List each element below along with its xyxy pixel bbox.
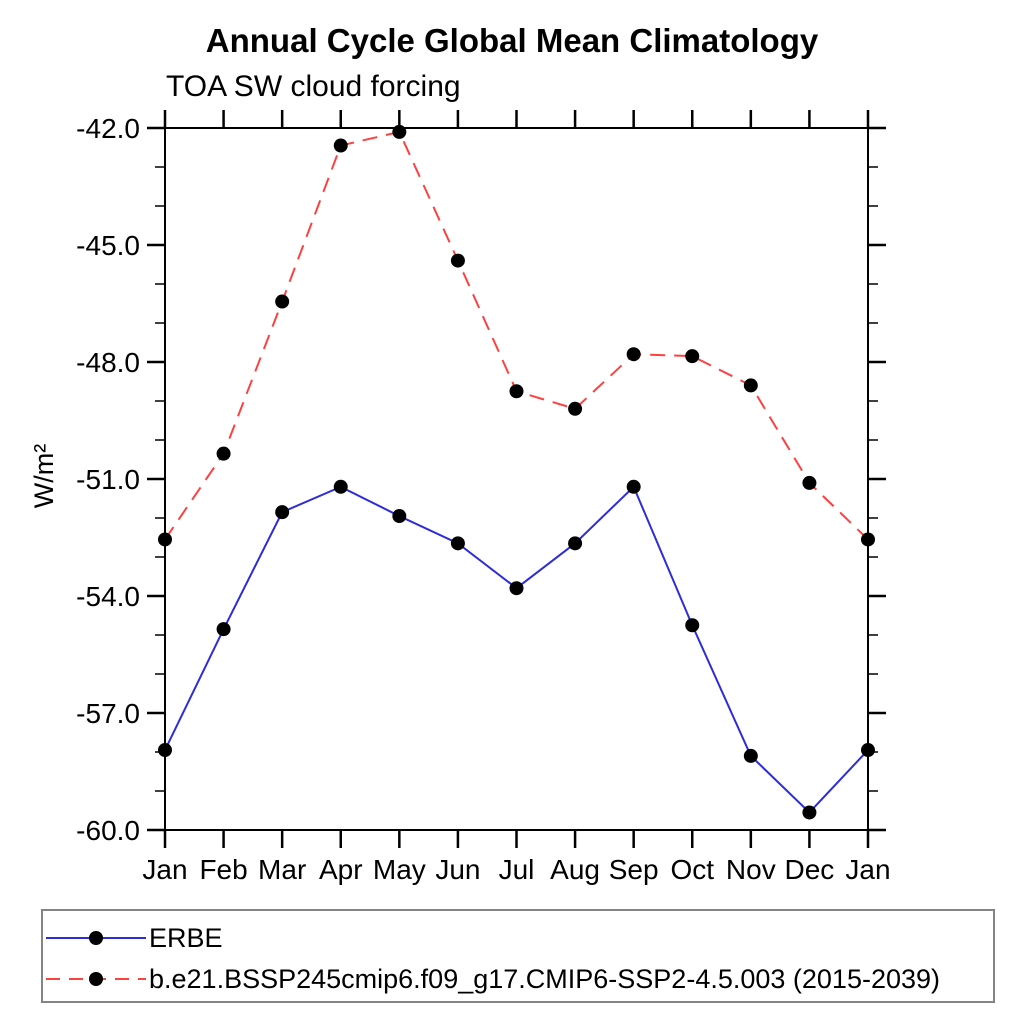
x-tick-label: Dec <box>785 854 835 885</box>
series-1-marker <box>685 349 700 364</box>
series-0-marker <box>568 536 583 551</box>
series-1-marker <box>802 475 817 490</box>
series-1-marker <box>450 253 465 268</box>
series-0-marker <box>216 622 231 637</box>
series-0-marker <box>333 479 348 494</box>
y-tick-label: -54.0 <box>76 581 140 612</box>
y-tick-label: -60.0 <box>76 815 140 846</box>
x-tick-label: Feb <box>199 854 247 885</box>
legend-line-sample <box>46 972 146 986</box>
x-tick-label: May <box>373 854 426 885</box>
series-1-marker <box>509 384 524 399</box>
series-line-1 <box>164 130 869 541</box>
legend-entry: b.e21.BSSP245cmip6.f09_g17.CMIP6-SSP2-4.… <box>43 965 993 993</box>
series-1-marker <box>861 532 875 547</box>
series-0-marker <box>802 805 817 820</box>
series-0-marker <box>275 505 290 520</box>
legend-marker <box>89 972 103 986</box>
legend-entry: ERBE <box>43 924 993 952</box>
series-1-marker <box>216 446 231 461</box>
x-tick-label: Jul <box>499 854 535 885</box>
y-tick-label: -42.0 <box>76 113 140 144</box>
y-tick-label: -57.0 <box>76 698 140 729</box>
series-1-marker <box>158 532 172 547</box>
x-tick-label: Jan <box>142 854 187 885</box>
y-tick-label: -48.0 <box>76 347 140 378</box>
x-tick-label: Mar <box>258 854 306 885</box>
legend-box: ERBE b.e21.BSSP245cmip6.f09_g17.CMIP6-SSP… <box>41 909 995 1003</box>
series-0-marker <box>743 748 758 763</box>
x-tick-label: Apr <box>319 854 363 885</box>
series-1-marker <box>626 347 641 362</box>
series-line-0 <box>164 485 869 814</box>
y-tick-label: -51.0 <box>76 464 140 495</box>
series-0-marker <box>392 509 407 524</box>
chart-subtitle: TOA SW cloud forcing <box>166 70 461 103</box>
series-0-marker <box>450 536 465 551</box>
x-tick-label: Jan <box>845 854 890 885</box>
x-tick-label: Oct <box>670 854 714 885</box>
plot-frame <box>164 127 869 831</box>
series-0-marker <box>861 743 875 758</box>
legend-marker <box>89 931 103 945</box>
series-0-marker <box>509 581 524 596</box>
x-tick-label: Aug <box>550 854 600 885</box>
series-1-marker <box>275 294 290 309</box>
series-1-marker <box>568 401 583 416</box>
series-1-marker <box>392 124 407 139</box>
series-0-marker <box>626 479 641 494</box>
series-0-marker <box>158 743 172 758</box>
chart-title: Annual Cycle Global Mean Climatology <box>205 22 819 59</box>
series-0-marker <box>685 618 700 633</box>
legend-label: ERBE <box>149 923 223 953</box>
series-1-marker <box>333 138 348 153</box>
series-1-marker <box>743 378 758 393</box>
x-tick-label: Nov <box>726 854 776 885</box>
legend-label: b.e21.BSSP245cmip6.f09_g17.CMIP6-SSP2-4.… <box>149 964 941 994</box>
legend-line-sample <box>46 931 146 945</box>
x-tick-label: Jun <box>435 854 480 885</box>
y-tick-label: -45.0 <box>76 230 140 261</box>
x-tick-label: Sep <box>609 854 659 885</box>
